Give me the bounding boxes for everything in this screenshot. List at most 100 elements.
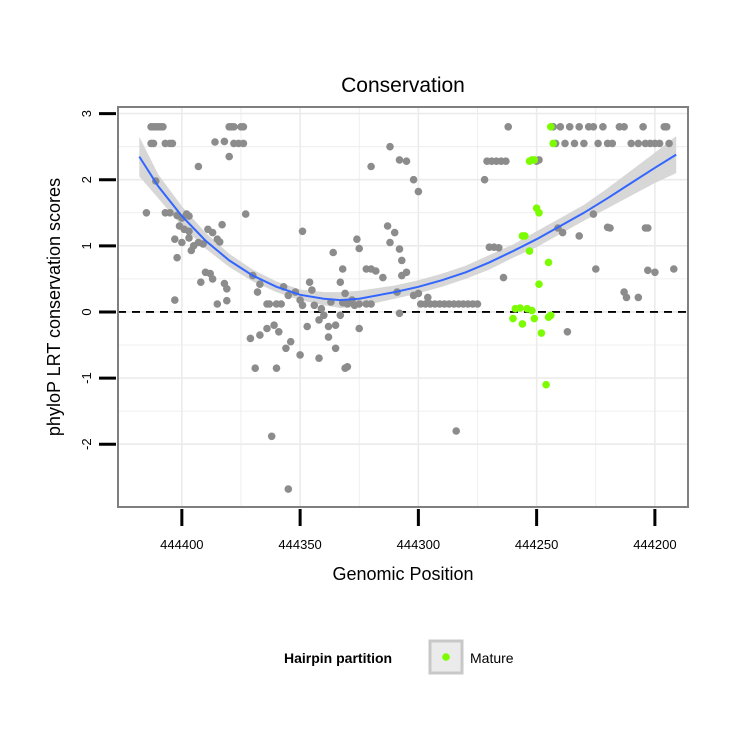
- smooth-trend-line: [138, 153, 677, 302]
- data-point-other: [265, 300, 274, 308]
- data-point-mature: [528, 306, 536, 315]
- data-point-other: [178, 238, 186, 247]
- data-point-other: [495, 244, 503, 252]
- data-point-other: [575, 232, 583, 240]
- plot-panel: [117, 106, 689, 508]
- data-point-other: [383, 222, 392, 230]
- data-point-other: [662, 123, 671, 131]
- x-tick-label: 444400: [160, 537, 203, 552]
- data-point-other: [386, 238, 394, 247]
- data-point-other: [580, 139, 588, 148]
- data-point-mature: [547, 311, 555, 320]
- data-point-other: [256, 331, 264, 339]
- data-point-other: [315, 354, 323, 363]
- data-point-other: [220, 137, 229, 146]
- data-point-mature: [547, 123, 555, 131]
- data-point-mature: [544, 258, 553, 267]
- data-point-other: [185, 234, 193, 242]
- data-point-other: [208, 275, 217, 283]
- data-point-mature: [542, 380, 550, 389]
- data-point-other: [251, 364, 259, 373]
- data-point-other: [599, 123, 607, 131]
- data-point-other: [275, 328, 283, 336]
- data-point-other: [286, 337, 295, 346]
- y-axis: -2 -1 0 1 2 3: [79, 110, 116, 450]
- data-point-mature: [516, 304, 524, 312]
- data-point-other: [336, 278, 345, 287]
- data-point-other: [277, 300, 286, 308]
- data-point-other: [398, 271, 406, 280]
- y-tick-label: -1: [79, 372, 94, 384]
- data-point-other: [589, 123, 598, 131]
- data-point-other: [651, 268, 659, 277]
- y-axis-title: phyloP LRT conservation scores: [44, 178, 64, 436]
- data-point-other: [606, 224, 614, 232]
- data-point-other: [282, 344, 290, 353]
- y-tick-label: 0: [79, 308, 94, 315]
- data-point-other: [424, 293, 432, 302]
- data-point-other: [230, 123, 238, 131]
- x-axis: 444400 444350 444300 444250 444200: [160, 509, 677, 552]
- data-point-other: [168, 139, 177, 148]
- data-point-other: [166, 209, 174, 217]
- data-point-other: [310, 301, 319, 310]
- data-point-other: [343, 363, 352, 371]
- data-point-other: [386, 142, 394, 151]
- data-point-other: [171, 296, 179, 304]
- data-point-other: [634, 293, 643, 302]
- data-point-other: [589, 210, 598, 218]
- data-point-other: [208, 228, 217, 237]
- x-axis-title: Genomic Position: [332, 564, 473, 584]
- data-point-other: [341, 289, 349, 298]
- data-point-other: [185, 212, 193, 220]
- data-point-other: [634, 139, 643, 148]
- x-tick-label: 444200: [633, 537, 676, 552]
- data-point-other: [298, 227, 307, 236]
- data-point-mature: [535, 280, 543, 289]
- data-point-other: [173, 253, 181, 262]
- data-point-other: [379, 273, 387, 282]
- data-point-other: [303, 322, 312, 331]
- data-point-other: [305, 278, 314, 287]
- x-tick-label: 444350: [278, 537, 321, 552]
- data-point-other: [473, 300, 482, 308]
- legend: Hairpin partition Mature: [284, 639, 514, 675]
- data-point-other: [270, 321, 278, 330]
- data-point-other: [284, 485, 293, 493]
- data-point-other: [355, 300, 364, 308]
- data-point-other: [296, 351, 304, 359]
- data-point-other: [561, 139, 569, 148]
- data-point-other: [241, 210, 250, 218]
- data-point-other: [338, 265, 347, 273]
- data-point-other: [267, 432, 276, 441]
- data-point-other: [395, 245, 404, 253]
- data-point-other: [670, 265, 678, 273]
- data-point-other: [655, 139, 664, 148]
- data-point-other: [608, 139, 617, 148]
- data-point-other: [199, 240, 207, 248]
- data-point-other: [197, 278, 205, 287]
- data-point-other: [239, 123, 248, 131]
- data-point-other: [284, 291, 293, 300]
- data-point-other: [272, 364, 281, 373]
- data-point-other: [395, 156, 404, 164]
- data-point-other: [665, 139, 673, 148]
- data-point-other: [336, 311, 345, 320]
- data-point-other: [315, 316, 323, 324]
- data-point-other: [639, 123, 647, 131]
- data-point-other: [627, 139, 635, 148]
- data-point-other: [367, 300, 375, 308]
- data-point-other: [246, 334, 255, 343]
- data-point-other: [171, 235, 179, 243]
- data-point-other: [499, 273, 508, 282]
- data-point-other: [298, 301, 307, 310]
- y-tick-label: 1: [79, 242, 94, 249]
- data-point-other: [563, 328, 572, 336]
- data-point-other: [390, 228, 399, 237]
- data-point-other: [414, 187, 423, 196]
- data-point-other: [556, 123, 565, 131]
- data-point-other: [594, 139, 602, 148]
- y-tick-label: -2: [79, 438, 94, 450]
- data-point-other: [253, 288, 262, 296]
